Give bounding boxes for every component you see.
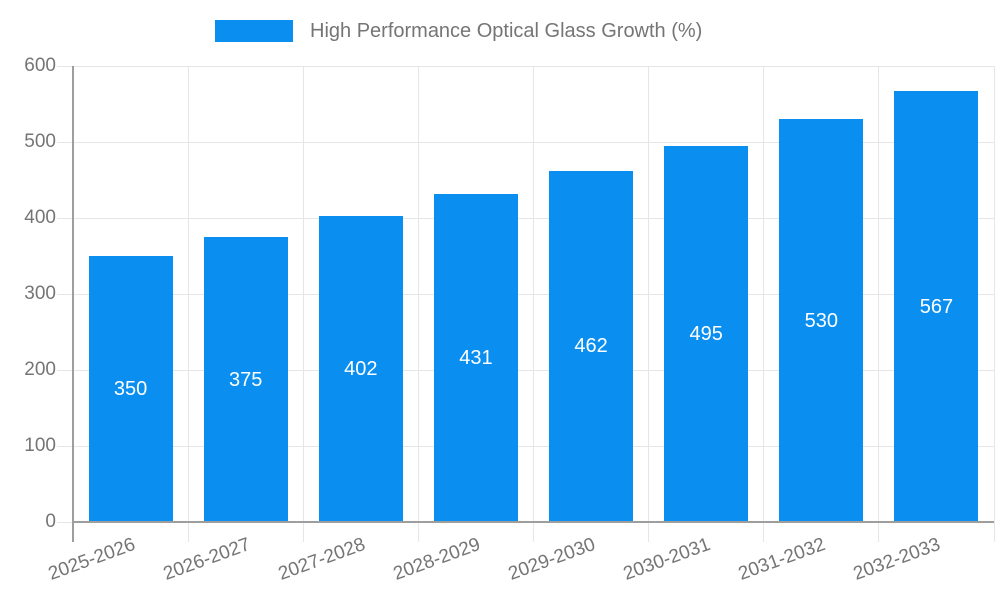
- x-gridline: [533, 66, 534, 542]
- bar-2030-2031[interactable]: [664, 145, 749, 521]
- bar-2028-2029[interactable]: [433, 194, 518, 521]
- x-gridline: [417, 66, 419, 542]
- x-gridline: [993, 66, 995, 542]
- y-axis-label: 100: [24, 435, 56, 456]
- legend-label: High Performance Optical Glass Growth (%…: [310, 19, 703, 42]
- y-axis-label: 300: [24, 283, 56, 304]
- legend-swatch: [215, 20, 293, 42]
- y-gridline: [57, 217, 994, 219]
- x-gridline: [763, 66, 765, 542]
- y-gridline: [57, 369, 994, 371]
- bar-value-label: 495: [689, 322, 723, 345]
- y-axis-label: 0: [45, 511, 56, 532]
- y-gridline: [57, 293, 994, 295]
- x-gridline: [187, 66, 189, 542]
- y-axis-label: 200: [24, 359, 56, 380]
- y-gridline: [57, 65, 994, 67]
- y-axis-label: 600: [24, 55, 56, 76]
- x-axis: [73, 521, 994, 523]
- bar-value-label: 567: [919, 295, 954, 318]
- bar-value-label: 375: [229, 368, 263, 391]
- x-gridline: [878, 66, 880, 542]
- y-axis-label: 400: [24, 207, 56, 228]
- bar-2029-2030[interactable]: [549, 170, 634, 521]
- bar-2026-2027[interactable]: [203, 237, 288, 521]
- bar-value-label: 402: [344, 358, 378, 381]
- bar-2025-2026[interactable]: [88, 256, 173, 521]
- x-gridline: [648, 66, 650, 542]
- bar-value-label: 431: [459, 347, 493, 370]
- y-gridline: [57, 141, 994, 143]
- bar-2032-2033[interactable]: [894, 91, 979, 521]
- bar-2031-2032[interactable]: [779, 119, 864, 521]
- bar-value-label: 530: [804, 309, 838, 332]
- y-axis: [72, 66, 74, 542]
- bar-value-label: 350: [113, 378, 148, 400]
- x-gridline: [302, 66, 304, 542]
- y-gridline: [57, 445, 994, 447]
- y-axis-label: 500: [24, 131, 56, 152]
- chart-legend[interactable]: High Performance Optical Glass Growth (%…: [215, 18, 702, 44]
- bar-value-label: 462: [574, 335, 608, 358]
- bar-2027-2028[interactable]: [318, 216, 403, 521]
